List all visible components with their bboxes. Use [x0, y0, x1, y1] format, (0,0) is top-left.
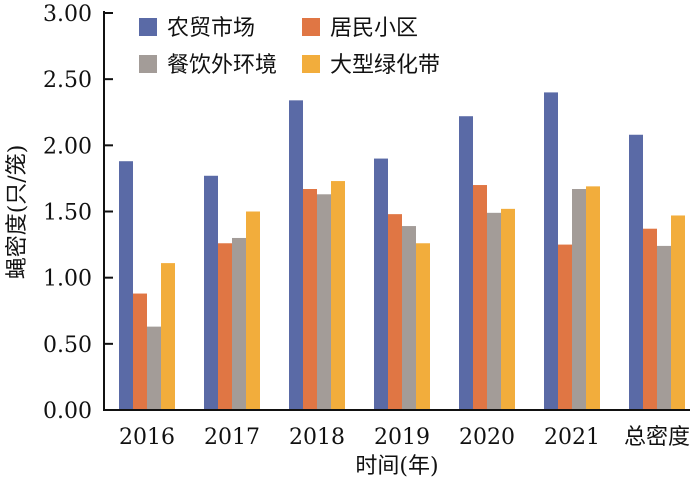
legend-swatch — [139, 18, 157, 36]
legend-label: 餐饮外环境 — [167, 53, 277, 78]
bar-2016-3 — [161, 263, 175, 410]
bar-2019-1 — [388, 214, 402, 410]
bar-2018-1 — [303, 189, 317, 410]
x-tick-label: 2021 — [544, 425, 600, 450]
x-tick-label: 2018 — [289, 425, 345, 450]
bar-2016-0 — [119, 161, 133, 410]
bar-2018-2 — [317, 194, 331, 410]
bar-2021-0 — [544, 92, 558, 411]
bar-总密度-0 — [629, 134, 643, 410]
x-tick-label: 2020 — [459, 425, 515, 450]
bar-2021-2 — [572, 189, 586, 410]
bar-总密度-3 — [671, 215, 685, 410]
bar-2019-2 — [402, 226, 416, 410]
bar-2019-0 — [374, 158, 388, 410]
y-tick-label: 0.50 — [43, 333, 92, 358]
legend-swatch — [139, 55, 157, 73]
legend-swatch — [302, 55, 320, 73]
bar-2020-2 — [487, 212, 501, 410]
bar-2019-3 — [416, 243, 430, 410]
y-tick-label: 2.00 — [43, 134, 92, 159]
x-tick-label: 2016 — [119, 425, 175, 450]
bar-总密度-1 — [643, 228, 657, 410]
bar-2017-1 — [218, 243, 232, 410]
legend-label: 大型绿化带 — [330, 53, 440, 78]
x-tick-label: 2017 — [204, 425, 260, 450]
bar-2021-3 — [586, 186, 600, 410]
x-axis-label: 时间(年) — [355, 454, 438, 479]
bar-2020-0 — [459, 116, 473, 410]
legend-swatch — [302, 18, 320, 36]
bar-2016-1 — [133, 293, 147, 410]
bar-2016-2 — [147, 326, 161, 410]
x-tick-label: 2019 — [374, 425, 430, 450]
y-tick-label: 2.50 — [43, 68, 92, 93]
y-tick-label: 3.00 — [43, 2, 92, 27]
legend-label: 农贸市场 — [167, 16, 255, 41]
y-tick-label: 0.00 — [43, 399, 92, 424]
bar-2017-2 — [232, 237, 246, 410]
bar-2017-3 — [246, 211, 260, 410]
bar-总密度-2 — [657, 245, 671, 410]
x-tick-label: 总密度 — [624, 425, 690, 450]
bar-2021-1 — [558, 244, 572, 410]
y-axis-label: 蝇密度(只/笼) — [5, 145, 30, 280]
bar-2020-1 — [473, 185, 487, 410]
bar-2017-0 — [204, 175, 218, 410]
bar-2020-3 — [501, 208, 515, 410]
y-tick-label: 1.50 — [43, 201, 92, 226]
bar-2018-3 — [331, 181, 345, 410]
y-tick-label: 1.00 — [43, 267, 92, 292]
bar-2018-0 — [289, 100, 303, 410]
legend-label: 居民小区 — [330, 16, 418, 41]
